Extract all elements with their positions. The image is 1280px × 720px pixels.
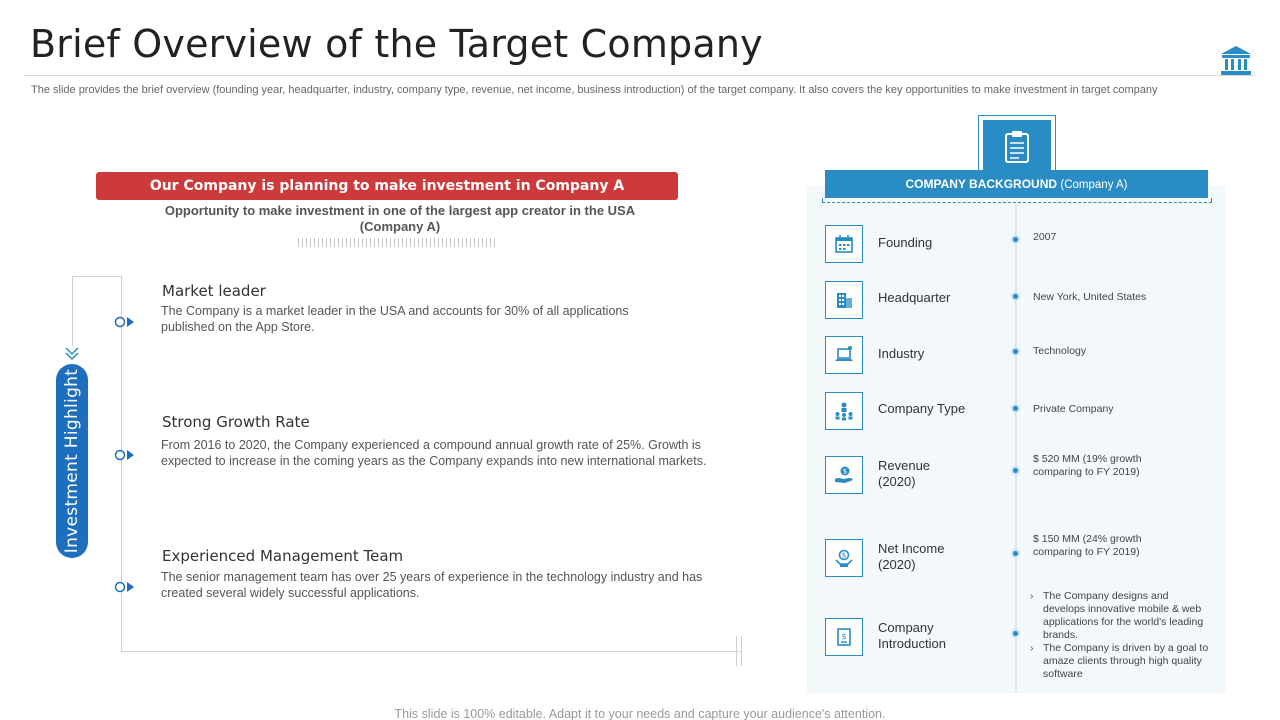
row-value-company-type: Private Company [1033,403,1114,415]
row-label-headquarter: Headquarter [878,290,951,305]
income-icon: $ [825,539,863,577]
frame-top-line [72,276,122,277]
page-title: Brief Overview of the Target Company [30,22,763,66]
document-dollar-icon: $ [825,618,863,656]
decorative-hatch [298,238,498,247]
row-label-founding: Founding [878,235,933,250]
highlight-title: Market leader [162,282,266,300]
company-background-banner: COMPANY BACKGROUND (Company A) [825,170,1208,198]
bullet-marker-icon [114,316,134,328]
highlight-text: From 2016 to 2020, the Company experienc… [161,438,707,468]
title-divider [24,75,1256,76]
banner-sub-text: (Company A) [1060,179,1128,191]
footer-note: This slide is 100% editable. Adapt it to… [394,707,886,720]
row-label-company-introduction: Company Introduction [878,620,946,651]
banner-main-text: COMPANY BACKGROUND [905,177,1058,191]
frame-left-line [72,276,73,346]
frame-end-tick [741,636,742,666]
row-label-company-type: Company Type [878,401,966,416]
timeline-dot [1011,347,1020,356]
money-hand-icon: $ [825,456,863,494]
chevron-down-icon [65,347,79,361]
timeline-line [121,276,122,652]
frame-bottom-line [121,651,741,652]
list-item: The Company is driven by a goal to amaze… [1030,642,1210,681]
opportunity-text: Opportunity to make investment in one of… [164,203,636,234]
svg-text:$: $ [842,552,846,560]
row-value-headquarter: New York, United States [1033,291,1147,303]
row-label-industry: Industry [878,346,925,361]
timeline-dot [1011,466,1020,475]
highlight-title: Strong Growth Rate [162,413,310,431]
timeline-dot [1011,235,1020,244]
row-label-net-income: Net Income (2020) [878,541,945,572]
svg-text:$: $ [841,632,846,641]
investment-banner: Our Company is planning to make investme… [96,172,678,200]
timeline-dot [1011,292,1020,301]
background-center-line [1015,204,1017,693]
investment-highlight-label: Investment Highlight [62,368,82,554]
svg-text:$: $ [843,468,847,476]
row-value-founding: 2007 [1033,231,1057,243]
bullet-marker-icon [114,449,134,461]
row-value-revenue: $ 520 MM (19% growth comparing to FY 201… [1033,453,1142,478]
row-label-revenue: Revenue (2020) [878,458,931,489]
row-value-industry: Technology [1033,345,1087,357]
bank-icon [1221,46,1251,75]
dashed-bracket [822,198,1212,203]
frame-end-tick [736,636,737,666]
highlight-title: Experienced Management Team [162,547,404,565]
list-item: The Company designs and develops innovat… [1030,590,1210,642]
laptop-icon [825,336,863,374]
calendar-icon [825,225,863,263]
timeline-dot [1011,549,1020,558]
slide-description: The slide provides the brief overview (f… [31,84,1158,96]
investment-highlight-pill [56,364,88,558]
row-value-net-income: $ 150 MM (24% growth comparing to FY 201… [1033,533,1142,558]
building-icon [825,281,863,319]
timeline-dot [1011,629,1020,638]
clipboard-icon-frame [978,115,1056,172]
clipboard-icon [1005,131,1029,163]
timeline-dot [1011,404,1020,413]
bullet-marker-icon [114,581,134,593]
highlight-text: The senior management team has over 25 y… [161,570,703,600]
highlight-text: The Company is a market leader in the US… [161,304,629,334]
company-introduction-list: The Company designs and develops innovat… [1030,590,1210,681]
org-chart-icon [825,392,863,430]
